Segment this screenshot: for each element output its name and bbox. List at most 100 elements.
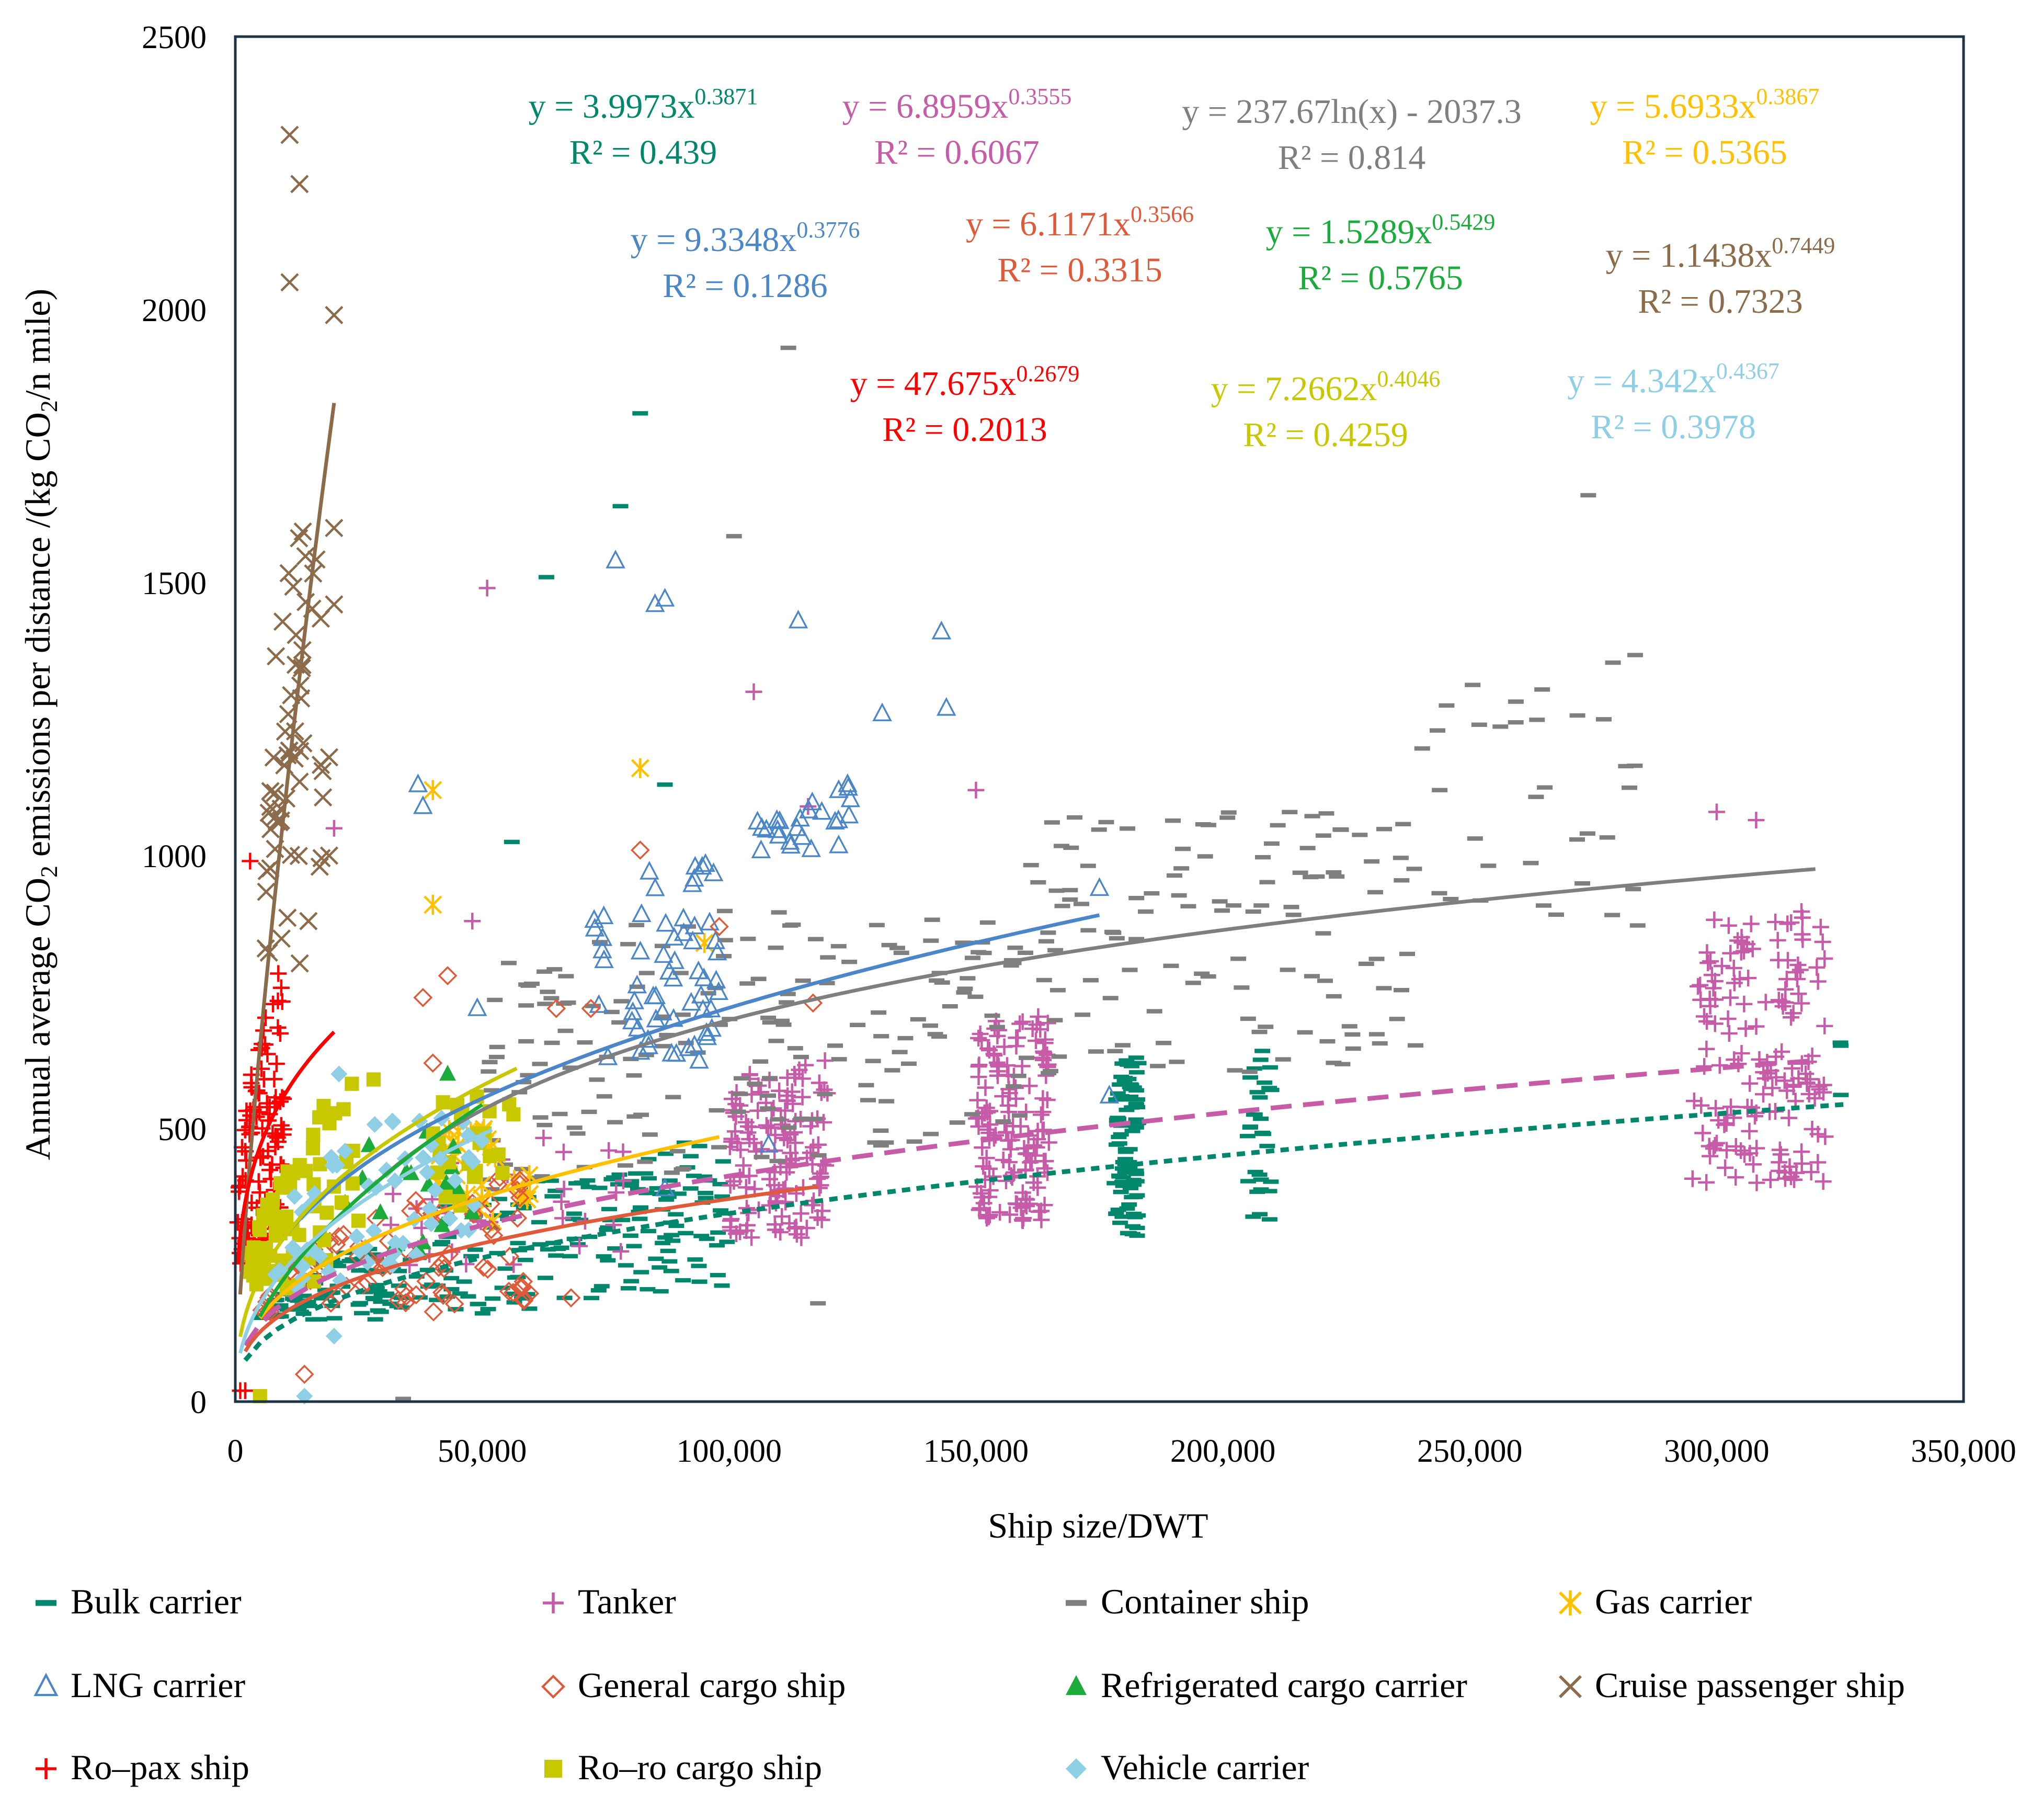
data-point	[1393, 987, 1409, 993]
data-point	[648, 1256, 664, 1261]
data-point	[419, 1164, 436, 1181]
legend-marker	[36, 1758, 56, 1779]
trendline-equation: y = 7.2662x0.4046	[1211, 366, 1441, 408]
data-point	[970, 1029, 987, 1046]
data-point	[1706, 1015, 1724, 1032]
x-tick-label: 350,000	[1911, 1434, 2016, 1469]
data-point	[1701, 1138, 1718, 1155]
data-point	[1333, 827, 1349, 832]
trendline-r2: R² = 0.2013	[882, 411, 1047, 449]
data-point	[438, 1174, 455, 1190]
data-point	[1790, 985, 1807, 1003]
data-point	[841, 960, 858, 964]
data-point	[714, 1194, 731, 1199]
data-point	[452, 1291, 468, 1296]
data-point	[1537, 785, 1553, 790]
trendline-equation: y = 3.9973x0.3871	[529, 84, 758, 126]
data-point	[1249, 1189, 1265, 1194]
data-point	[408, 1274, 425, 1279]
data-point	[770, 810, 790, 829]
data-point	[1253, 1116, 1269, 1121]
data-point	[645, 593, 665, 612]
data-point	[350, 1302, 367, 1307]
data-point	[278, 746, 297, 765]
data-point	[1703, 966, 1720, 984]
data-point	[589, 1077, 605, 1082]
data-point	[1239, 1134, 1256, 1139]
data-point	[1358, 961, 1374, 966]
data-point	[768, 945, 784, 950]
data-point	[1368, 957, 1385, 961]
data-point	[1254, 1049, 1271, 1053]
data-point	[601, 1207, 618, 1212]
data-point	[518, 1039, 534, 1044]
data-point	[695, 853, 715, 872]
data-point	[434, 1259, 454, 1278]
data-point	[1021, 1077, 1038, 1095]
data-point	[1120, 826, 1136, 831]
data-point	[1529, 718, 1545, 722]
data-point	[1809, 1154, 1827, 1171]
data-point	[1779, 915, 1796, 932]
data-point	[437, 1268, 453, 1273]
data-point	[712, 1181, 728, 1187]
data-point	[1283, 905, 1299, 909]
data-point	[1625, 886, 1641, 892]
data-point	[716, 1211, 732, 1216]
data-point	[977, 1079, 994, 1096]
data-point	[637, 1171, 654, 1176]
data-point	[839, 804, 859, 824]
data-point	[614, 1173, 632, 1189]
data-point	[1169, 1060, 1185, 1064]
data-point	[612, 504, 629, 509]
data-point	[630, 940, 651, 960]
data-point	[825, 811, 845, 830]
data-point	[922, 1023, 938, 1028]
data-point	[1129, 1193, 1145, 1198]
data-point	[423, 1215, 440, 1232]
data-point	[524, 981, 540, 986]
data-point	[510, 1241, 526, 1246]
data-point	[1432, 788, 1448, 792]
data-point	[1270, 823, 1286, 828]
data-point	[424, 780, 442, 800]
data-point	[743, 1229, 760, 1246]
data-point	[1112, 1082, 1128, 1087]
data-point	[1744, 940, 1761, 958]
data-point	[364, 1269, 380, 1273]
data-point	[793, 1054, 809, 1060]
data-point	[1242, 1075, 1259, 1080]
data-point	[370, 1308, 386, 1313]
data-point	[259, 1045, 276, 1063]
data-point	[1756, 1070, 1774, 1087]
data-point	[780, 345, 796, 350]
legend-label: Vehicle carrier	[1101, 1747, 1309, 1787]
data-point	[1334, 1062, 1351, 1066]
data-point	[1036, 1160, 1053, 1177]
data-point	[710, 1230, 726, 1235]
data-point	[611, 1020, 627, 1025]
data-point	[654, 944, 674, 963]
data-point	[389, 1290, 408, 1310]
data-point	[923, 938, 939, 943]
data-point	[1299, 846, 1316, 850]
data-point	[1708, 803, 1725, 821]
data-point	[999, 1097, 1017, 1114]
data-point	[665, 1238, 681, 1243]
data-point	[1292, 870, 1308, 875]
data-point	[1748, 812, 1765, 829]
data-point	[1111, 1174, 1127, 1179]
data-point	[253, 1060, 270, 1077]
data-point	[664, 1170, 680, 1175]
data-point	[1053, 844, 1069, 848]
data-point	[807, 937, 824, 941]
data-point	[624, 991, 645, 1009]
data-point	[1012, 1113, 1028, 1118]
data-point	[594, 949, 614, 969]
data-point	[1117, 1150, 1134, 1154]
data-point	[1253, 903, 1270, 908]
data-point	[353, 1275, 373, 1295]
data-point	[456, 1279, 472, 1284]
data-point	[979, 1121, 997, 1138]
data-point	[719, 1239, 735, 1244]
